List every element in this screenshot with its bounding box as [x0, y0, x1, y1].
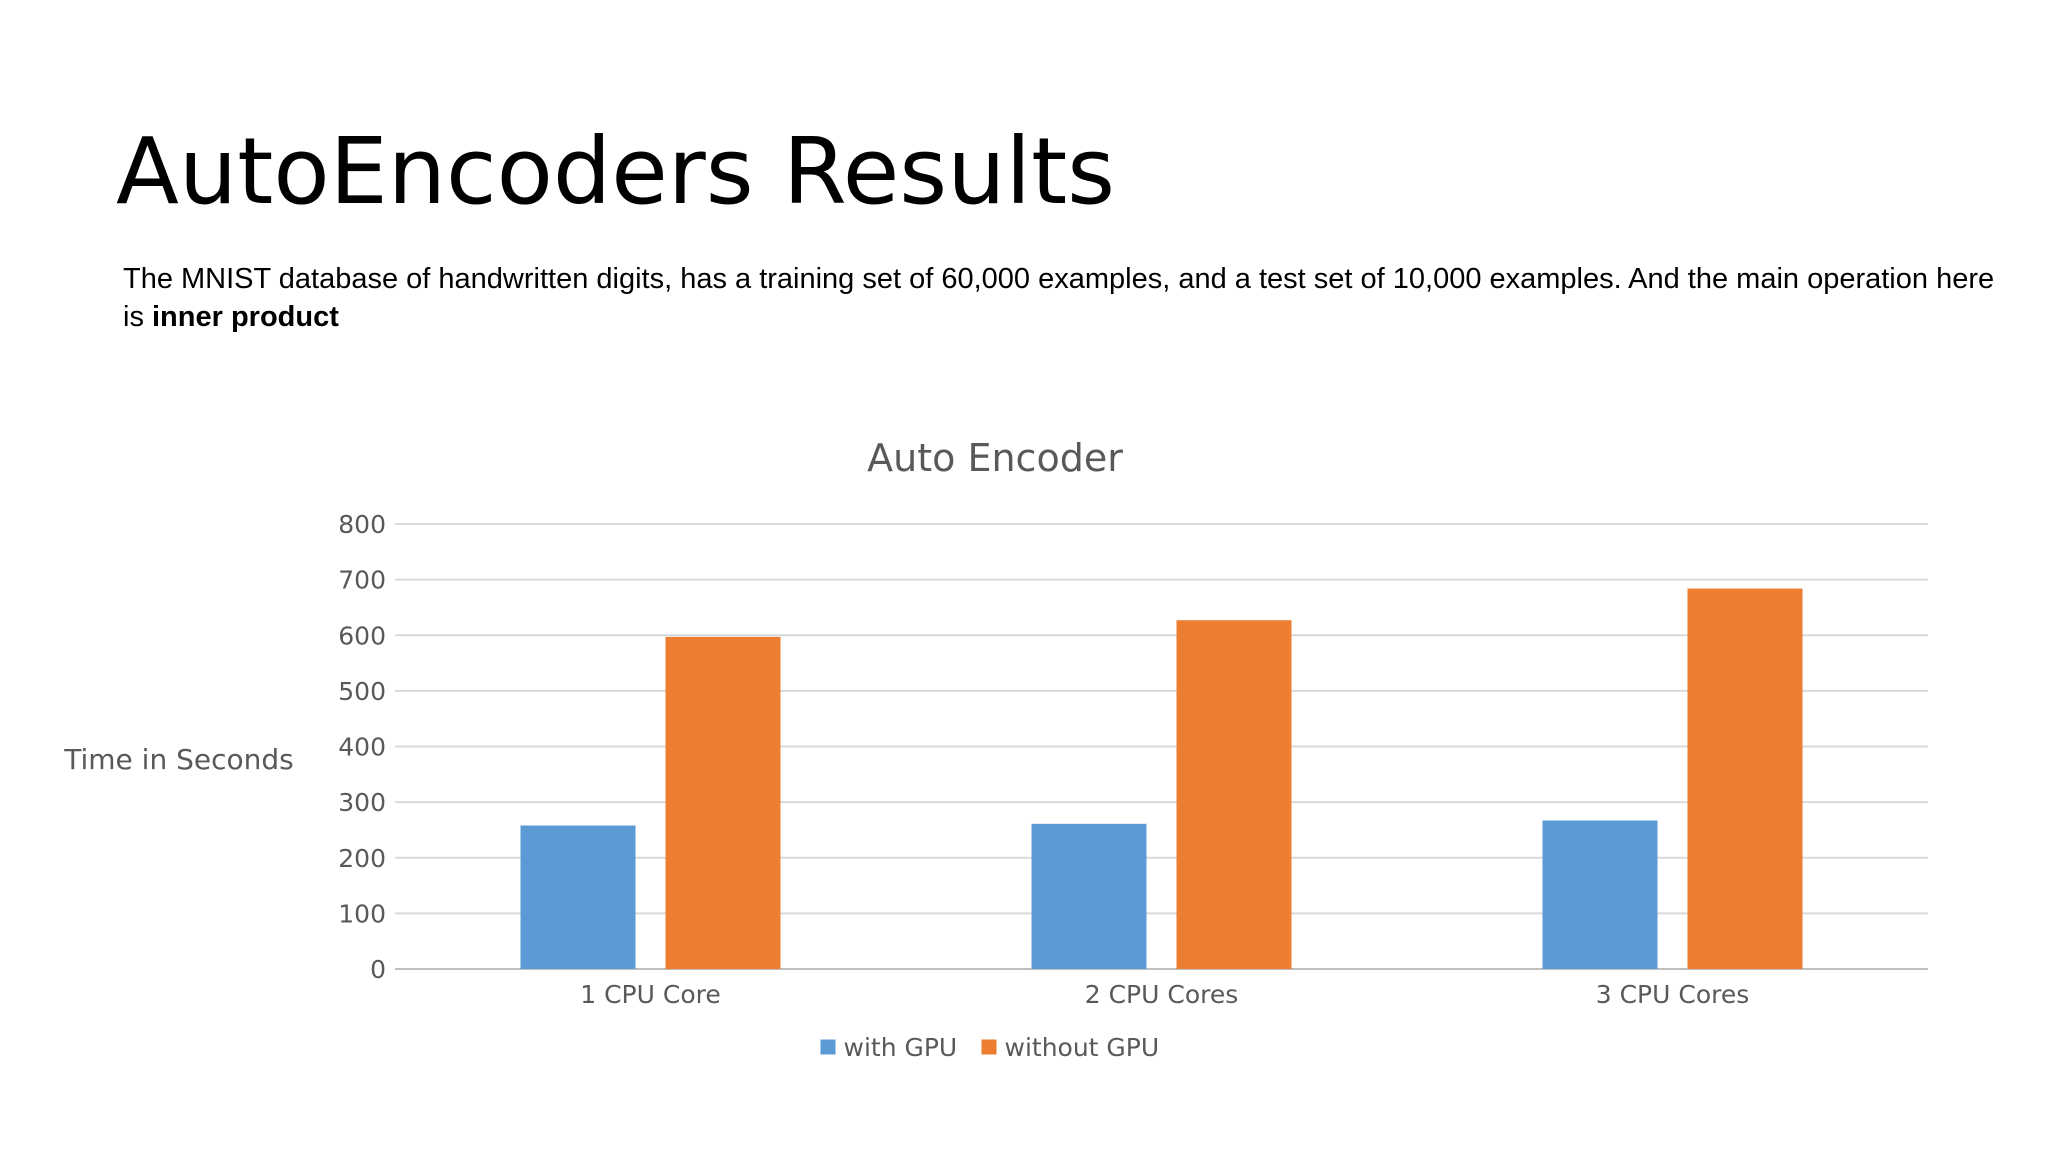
y-tick-label: 400 [338, 733, 386, 762]
body-text-bold: inner product [152, 301, 339, 333]
y-tick-label: 300 [338, 788, 386, 817]
gridlines [395, 523, 1928, 970]
body-text-plain: The MNIST database of handwritten digits… [123, 263, 1995, 333]
slide-body-text: The MNIST database of handwritten digits… [123, 260, 2003, 336]
bar-with-gpu [520, 825, 636, 969]
y-tick-label: 800 [338, 510, 386, 539]
x-tick-label: 2 CPU Cores [1085, 980, 1239, 1009]
y-tick-labels: 0 100 200 300 400 500 600 700 800 [338, 510, 386, 984]
bar-without-gpu [1176, 620, 1292, 969]
bar-without-gpu [665, 636, 781, 969]
y-tick-label: 0 [370, 955, 386, 984]
legend-swatch [820, 1039, 836, 1055]
legend-label: without GPU [1005, 1033, 1160, 1062]
x-tick-labels: 1 CPU Core 2 CPU Cores 3 CPU Cores [580, 980, 1749, 1009]
legend-swatch [981, 1039, 997, 1055]
legend-label: with GPU [844, 1033, 958, 1062]
y-tick-label: 700 [338, 566, 386, 595]
y-tick-label: 600 [338, 621, 386, 650]
bar-without-gpu [1687, 588, 1803, 969]
y-tick-label: 200 [338, 844, 386, 873]
y-tick-label: 100 [338, 899, 386, 928]
y-tick-label: 500 [338, 677, 386, 706]
x-tick-label: 1 CPU Core [580, 980, 721, 1009]
bars [520, 588, 1803, 969]
x-tick-label: 3 CPU Cores [1596, 980, 1750, 1009]
legend: with GPU without GPU [820, 1033, 1160, 1062]
slide-title: AutoEncoders Results [116, 118, 1116, 225]
bar-with-gpu [1542, 820, 1658, 969]
y-axis-label: Time in Seconds [63, 743, 293, 776]
chart-title: Auto Encoder [867, 436, 1123, 480]
bar-with-gpu [1031, 823, 1147, 969]
